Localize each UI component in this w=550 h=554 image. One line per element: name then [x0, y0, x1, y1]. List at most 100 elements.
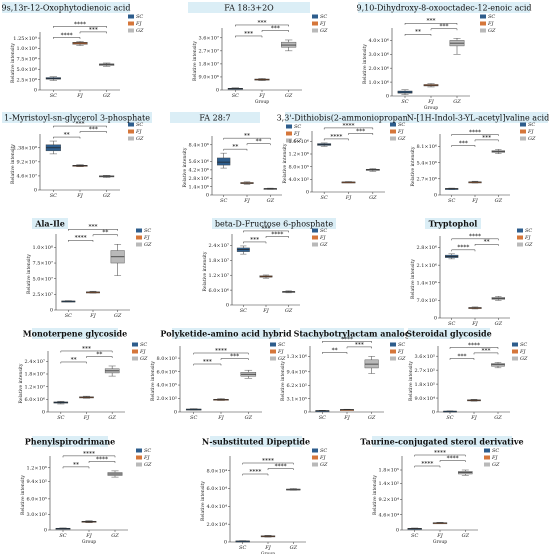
legend-label: FJ	[319, 455, 326, 461]
legend-swatch	[390, 129, 396, 134]
significance-bracket	[223, 148, 248, 151]
box-sc	[53, 400, 69, 405]
x-tick-label: GZ	[368, 415, 376, 421]
y-tick-label: 4.0×10⁶	[368, 38, 389, 44]
box-fj	[72, 41, 88, 46]
significance-label: ****	[421, 460, 433, 467]
significance-bracket	[193, 363, 222, 366]
panel-title-background	[372, 436, 512, 447]
significance-bracket	[92, 234, 118, 237]
box-gz	[240, 369, 257, 379]
legend-swatch	[270, 349, 276, 354]
x-tick-label: FJ	[258, 93, 265, 99]
legend-swatch	[128, 122, 134, 127]
y-tick-label: 6.0×10⁵	[26, 497, 47, 503]
y-tick-label: 3.0×10⁶	[368, 52, 389, 58]
x-tick-label: GZ	[245, 415, 253, 421]
y-tick-label: 1.4×10⁶	[188, 184, 209, 190]
legend-swatch	[312, 235, 318, 240]
y-tick-label: 7.5×10⁸	[16, 57, 37, 63]
panel-title-background	[408, 328, 490, 339]
y-axis-label: Relative intensity	[280, 361, 286, 401]
significance-bracket	[439, 460, 466, 462]
y-tick-label: 3.6×10⁵	[414, 354, 435, 360]
box-gz	[491, 296, 505, 301]
significance-label: ***	[427, 18, 436, 25]
x-tick-label: GZ	[111, 533, 119, 539]
legend-label: SC	[398, 342, 405, 348]
significance-bracket	[322, 341, 372, 343]
x-tick-label: SC	[446, 415, 453, 421]
box-fj	[468, 180, 482, 184]
box-fj	[259, 274, 273, 279]
y-tick-label: 2.0×10⁵	[156, 396, 177, 402]
legend-label: SC	[320, 448, 327, 454]
significance-label: ****	[447, 455, 459, 462]
y-axis-label: Relative intensity	[362, 44, 368, 84]
y-tick-label: 2.7×10⁵	[414, 368, 435, 374]
y-tick-label: 1.2×10⁷	[24, 384, 45, 390]
y-tick-label: 1.0×10⁶	[368, 80, 389, 86]
legend-swatch	[312, 455, 318, 460]
y-tick-label: 0	[386, 94, 389, 100]
y-tick-label: 4.2×10⁶	[188, 168, 209, 174]
box-gz	[104, 365, 120, 377]
x-tick-label: FJ	[262, 308, 269, 314]
y-tick-label: 0	[432, 410, 435, 416]
y-tick-label: 0	[396, 528, 399, 534]
legend-label: GZ	[140, 356, 148, 362]
panel-title: Polyketide-amino acid hybrid	[160, 329, 292, 339]
legend-swatch	[128, 28, 134, 33]
x-tick-label: FJ	[76, 193, 83, 199]
significance-label: ****	[469, 233, 481, 240]
significance-label: **	[332, 347, 338, 354]
significance-bracket	[451, 238, 499, 241]
x-tick-label: FJ	[343, 415, 350, 421]
box-sc	[443, 410, 457, 413]
legend-swatch	[128, 14, 134, 19]
legend-swatch	[484, 448, 490, 453]
x-tick-label: GZ	[453, 99, 461, 105]
legend-swatch	[480, 28, 486, 33]
y-tick-label: 2.8×10⁶	[188, 176, 209, 182]
box-fj	[72, 164, 88, 168]
legend-swatch	[312, 14, 318, 19]
y-tick-label: 1.38×10⁸	[13, 145, 37, 151]
box-gz	[107, 470, 123, 478]
y-axis-label: Relative intensity	[372, 475, 378, 515]
legend-label: FJ	[527, 129, 534, 135]
legend-label: FJ	[143, 455, 150, 461]
x-tick-label: GZ	[290, 545, 298, 551]
significance-bracket	[348, 133, 374, 135]
legend-label: FJ	[277, 349, 284, 355]
x-axis-label: Group	[424, 105, 438, 111]
significance-bracket	[88, 461, 116, 463]
x-tick-label: SC	[240, 308, 247, 314]
legend-label: FJ	[519, 349, 526, 355]
significance-bracket	[79, 131, 107, 134]
significance-label: ****	[75, 235, 87, 242]
legend-swatch	[517, 235, 523, 240]
panel-title-background	[32, 436, 108, 447]
significance-label: ****	[96, 456, 108, 463]
significance-bracket	[242, 473, 269, 476]
legend-label: FJ	[135, 21, 142, 27]
legend-swatch	[136, 462, 142, 467]
y-tick-label: 2.8×10⁶	[416, 245, 437, 251]
legend-swatch	[132, 349, 138, 354]
significance-bracket	[62, 466, 90, 469]
box-gz	[491, 362, 505, 369]
y-tick-label: 4.0×10⁵	[156, 383, 177, 389]
significance-bracket	[474, 244, 499, 246]
y-tick-label: 1.3×10⁶	[286, 354, 307, 360]
panel-title: FA 18:3+2O	[224, 4, 274, 13]
y-axis-label: Relative intensity	[10, 144, 16, 184]
significance-label: ***	[230, 353, 239, 360]
x-tick-label: SC	[411, 533, 418, 539]
x-axis-label: Group	[433, 539, 447, 545]
significance-label: ****	[271, 231, 283, 238]
legend-label: SC	[492, 448, 499, 454]
box-fj	[213, 398, 229, 401]
y-axis-label: Relative intensity	[282, 143, 288, 183]
y-tick-label: 2.4×10⁷	[24, 359, 45, 365]
